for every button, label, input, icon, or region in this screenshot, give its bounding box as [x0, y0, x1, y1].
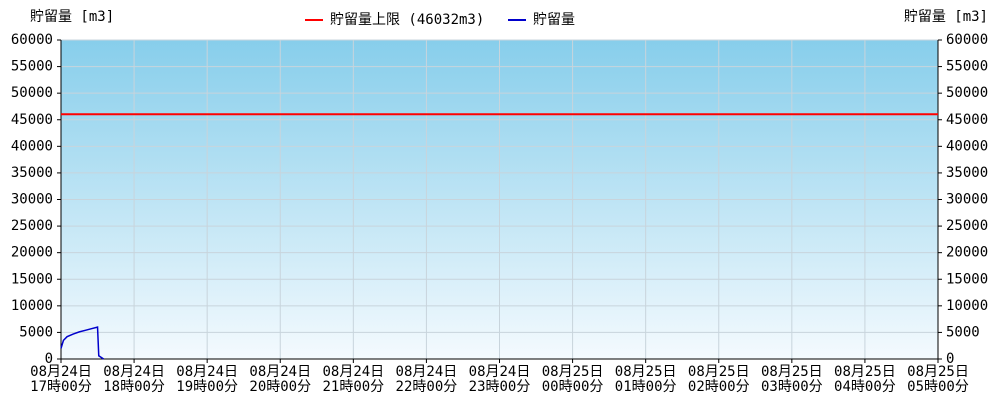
y2-tick-label: 5000: [946, 324, 980, 340]
x-tick-label: 08月25日: [834, 364, 896, 380]
y-tick-label: 40000: [11, 138, 53, 154]
y2-tick-label: 10000: [946, 298, 988, 314]
legend-label: 貯留量上限 (46032m3): [330, 12, 484, 28]
x-tick-label: 08月25日: [688, 364, 750, 380]
y-tick-label: 50000: [11, 85, 53, 101]
y2-tick-label: 30000: [946, 192, 988, 208]
x-tick-label: 21時00分: [322, 379, 384, 395]
y-tick-label: 15000: [11, 271, 53, 287]
x-tick-label: 08月24日: [249, 364, 311, 380]
y-axis-label: 貯留量 [m3]: [30, 9, 114, 25]
legend-label: 貯留量: [533, 12, 575, 28]
y2-tick-label: 0: [946, 351, 954, 367]
y-tick-label: 20000: [11, 245, 53, 261]
x-tick-label: 01時00分: [615, 379, 677, 395]
y-tick-label: 0: [45, 351, 53, 367]
x-tick-label: 08月24日: [176, 364, 238, 380]
y2-tick-label: 40000: [946, 138, 988, 154]
y2-tick-label: 15000: [946, 271, 988, 287]
y2-tick-label: 20000: [946, 245, 988, 261]
x-tick-label: 08月25日: [761, 364, 823, 380]
y-tick-label: 30000: [11, 192, 53, 208]
x-tick-label: 08月25日: [542, 364, 604, 380]
y2-tick-label: 35000: [946, 165, 988, 181]
x-tick-label: 19時00分: [176, 379, 238, 395]
y2-axis-label: 貯留量 [m3]: [904, 9, 988, 25]
x-tick-label: 22時00分: [396, 379, 458, 395]
y-tick-label: 25000: [11, 218, 53, 234]
x-tick-label: 05時00分: [907, 379, 969, 395]
x-tick-label: 08月25日: [615, 364, 677, 380]
x-tick-label: 08月24日: [396, 364, 458, 380]
x-tick-label: 08月24日: [469, 364, 531, 380]
y-tick-label: 5000: [19, 324, 53, 340]
x-tick-label: 08月24日: [30, 364, 92, 380]
x-tick-label: 20時00分: [249, 379, 311, 395]
x-tick-label: 18時00分: [103, 379, 165, 395]
y-tick-label: 55000: [11, 59, 53, 75]
y2-tick-label: 50000: [946, 85, 988, 101]
x-tick-label: 08月24日: [322, 364, 384, 380]
x-tick-label: 00時00分: [542, 379, 604, 395]
x-tick-label: 03時00分: [761, 379, 823, 395]
x-tick-label: 02時00分: [688, 379, 750, 395]
y2-tick-label: 55000: [946, 59, 988, 75]
y-tick-label: 10000: [11, 298, 53, 314]
y-tick-label: 45000: [11, 112, 53, 128]
y-tick-label: 60000: [11, 32, 53, 48]
x-tick-label: 04時00分: [834, 379, 896, 395]
y2-tick-label: 45000: [946, 112, 988, 128]
x-tick-label: 17時00分: [30, 379, 92, 395]
x-tick-label: 08月24日: [103, 364, 165, 380]
x-tick-label: 23時00分: [469, 379, 531, 395]
y2-tick-label: 25000: [946, 218, 988, 234]
y2-tick-label: 60000: [946, 32, 988, 48]
y-tick-label: 35000: [11, 165, 53, 181]
series-line: [60, 326, 105, 360]
x-tick-label: 08月25日: [907, 364, 969, 380]
